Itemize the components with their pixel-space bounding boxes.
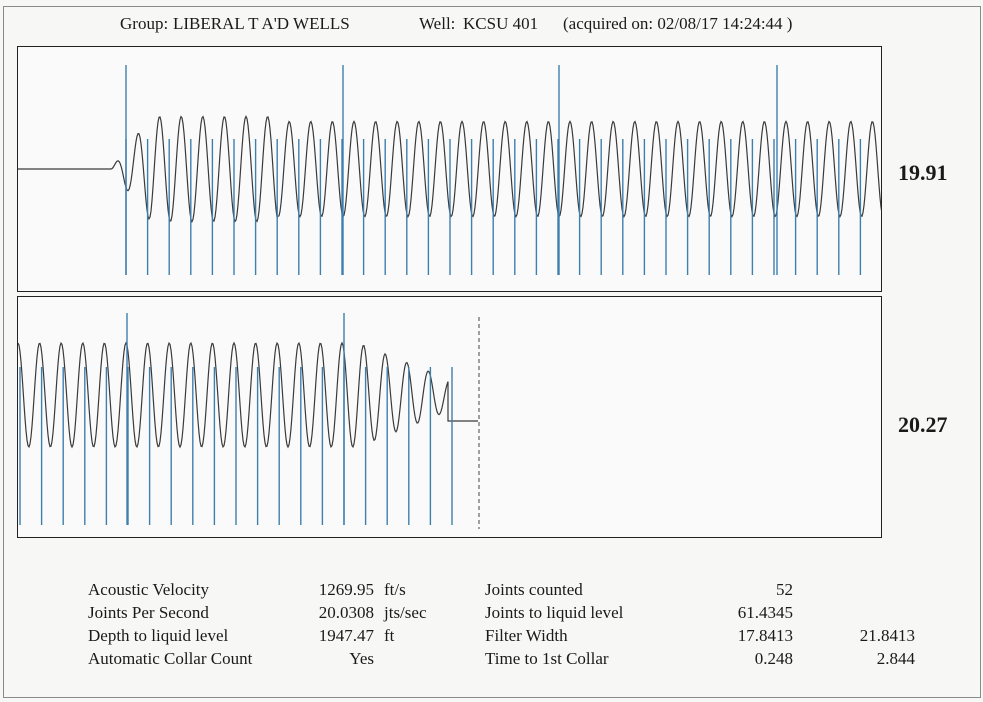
stat-label: Joints Per Second xyxy=(88,603,209,622)
stat-row: Time to 1st Collar 0.248 2.844 xyxy=(485,647,925,670)
panel-bottom-side-value: 20.27 xyxy=(898,412,948,437)
stat-label: Depth to liquid level xyxy=(88,626,229,645)
stat-value-2: 2.844 xyxy=(876,649,915,668)
chart-header: Group: LIBERAL T A'D WELLS Well: KCSU 40… xyxy=(0,14,983,38)
stat-label: Joints to liquid level xyxy=(485,603,624,622)
stat-value-1: 0.248 xyxy=(754,649,793,668)
stat-label: Joints counted xyxy=(485,580,583,599)
stat-value: 1947.47 xyxy=(318,626,374,645)
stat-label: Acoustic Velocity xyxy=(88,580,210,599)
stat-value: Yes xyxy=(349,649,374,668)
stat-unit: jts/sec xyxy=(384,603,427,622)
stat-value-2: 21.8413 xyxy=(859,626,915,645)
waveform-plot-bottom xyxy=(18,313,480,529)
stat-row: Acoustic Velocity 1269.95 ft/s xyxy=(88,578,468,601)
waveform-panel-top xyxy=(17,46,882,292)
stat-value-1: 61.4345 xyxy=(737,603,793,622)
well-label: Well: xyxy=(419,14,456,33)
stats-right: Joints counted 52 Joints to liquid level… xyxy=(485,578,925,670)
stat-label: Automatic Collar Count xyxy=(88,649,253,668)
stat-unit: ft xyxy=(384,626,395,645)
stat-row: Automatic Collar Count Yes xyxy=(88,647,468,670)
stat-row: Depth to liquid level 1947.47 ft xyxy=(88,624,468,647)
stat-value-1: 17.8413 xyxy=(737,626,793,645)
stat-row: Filter Width 17.8413 21.8413 xyxy=(485,624,925,647)
stat-row: Joints to liquid level 61.4345 xyxy=(485,601,925,624)
waveform-line xyxy=(18,341,478,449)
stat-unit: ft/s xyxy=(384,580,406,599)
page-frame xyxy=(3,6,981,698)
waveform-line xyxy=(18,115,881,223)
group-name: LIBERAL T A'D WELLS xyxy=(173,14,350,33)
stat-value-1: 52 xyxy=(776,580,793,599)
stat-row: Joints Per Second 20.0308 jts/sec xyxy=(88,601,468,624)
waveform-plot-top xyxy=(18,65,881,275)
panel-top-side-value: 19.91 xyxy=(898,160,948,185)
well-name: KCSU 401 xyxy=(463,14,539,33)
stat-label: Filter Width xyxy=(485,626,568,645)
acquired-timestamp: (acquired on: 02/08/17 14:24:44 ) xyxy=(563,14,793,33)
stat-row: Joints counted 52 xyxy=(485,578,925,601)
stat-label: Time to 1st Collar xyxy=(485,649,609,668)
waveform-panel-bottom xyxy=(17,296,882,538)
group-label: Group: xyxy=(120,14,169,33)
stat-value: 1269.95 xyxy=(318,580,374,599)
stats-left: Acoustic Velocity 1269.95 ft/s Joints Pe… xyxy=(88,578,468,670)
stat-value: 20.0308 xyxy=(318,603,374,622)
